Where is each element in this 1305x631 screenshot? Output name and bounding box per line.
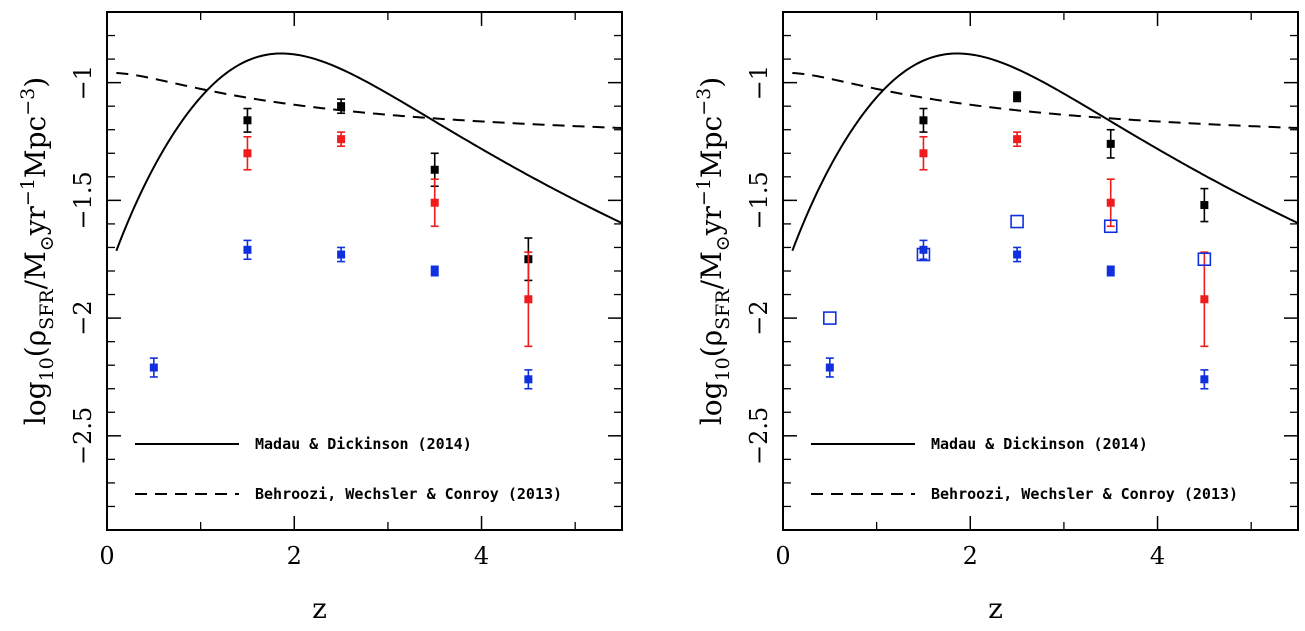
x-tick-label: 4 [474,542,489,570]
legend-right: Madau & Dickinson (2014) Behroozi, Wechs… [811,435,1238,503]
data-point-red [337,135,346,144]
data-point-blue [919,245,928,254]
legend-label-behroozi: Behroozi, Wechsler & Conroy (2013) [931,485,1238,503]
data-point-black [337,102,346,111]
chart-marks-left [115,52,622,390]
model-curve-madau [791,52,1298,252]
data-point-red [524,295,533,304]
x-tick-label: 2 [287,542,302,570]
data-point-blue [430,267,439,275]
data-point-red [1200,295,1209,304]
data-point-open-blue [823,311,837,325]
data-point-blue [1200,375,1209,384]
data-point-red [1106,198,1115,207]
legend-label-madau: Madau & Dickinson (2014) [931,435,1148,453]
y-tick-label: −2 [745,300,773,335]
data-point-open-blue [1103,219,1118,234]
chart-panel-right: Madau & Dickinson (2014) Behroozi, Wechs… [693,11,1299,625]
data-point-red [430,198,439,207]
data-point-open-blue [1010,214,1024,229]
data-point-blue [524,375,533,384]
data-point-black [1013,92,1022,101]
y-tick-label: −2.5 [69,407,97,465]
data-point-red [243,149,252,158]
data-point-blue [243,245,252,254]
y-axis-label-left: log10(ρSFR/M⊙yr−1Mpc−3) [17,77,58,425]
legend-label-madau: Madau & Dickinson (2014) [255,435,472,453]
x-tick-label: 2 [963,542,978,570]
chart-marks-right [791,52,1298,390]
legend-left: Madau & Dickinson (2014) Behroozi, Wechs… [135,435,562,503]
data-point-red [919,149,928,158]
x-axis-label-right: z [988,592,1003,625]
chart-panel-left: Madau & Dickinson (2014) Behroozi, Wechs… [17,11,623,625]
data-point-red [1013,135,1022,144]
y-tick-label: −1.5 [745,171,773,229]
data-point-open-blue [916,247,931,262]
data-point-blue [825,363,834,372]
data-point-blue [1013,250,1022,259]
y-tick-label: −2 [69,300,97,335]
data-point-black [1200,201,1209,210]
data-point-black [243,116,252,125]
data-point-blue [1106,267,1115,275]
data-point-black [919,116,928,125]
data-point-black [430,165,439,174]
y-tick-label: −1 [745,65,773,100]
model-curve-madau [115,52,622,252]
legend-label-behroozi: Behroozi, Wechsler & Conroy (2013) [255,485,562,503]
ticks-right [782,12,1298,530]
y-tick-label: −1 [69,65,97,100]
data-point-blue [149,363,158,372]
y-tick-label: −1.5 [69,171,97,229]
y-tick-label: −2.5 [745,407,773,465]
x-tick-label: 0 [99,542,114,570]
data-point-blue [337,250,346,259]
data-point-open-blue [1197,252,1212,267]
ticks-left [106,12,622,530]
x-tick-label: 4 [1150,542,1165,570]
x-axis-label-left: z [312,592,327,625]
y-axis-label-right: log10(ρSFR/M⊙yr−1Mpc−3) [693,77,734,425]
model-curve-behroozi [116,72,622,130]
model-curve-behroozi [792,72,1298,130]
x-tick-label: 0 [775,542,790,570]
data-point-black [1106,139,1115,148]
